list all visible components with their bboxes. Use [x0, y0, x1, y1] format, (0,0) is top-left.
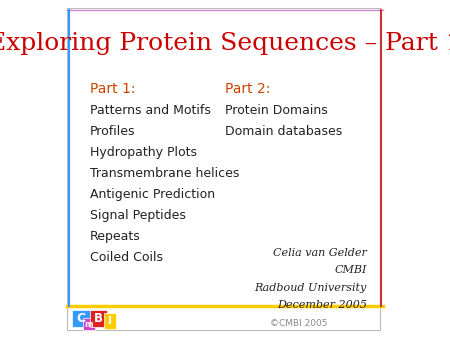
FancyBboxPatch shape: [104, 313, 116, 329]
Text: CMBI: CMBI: [334, 265, 367, 275]
Text: Coiled Coils: Coiled Coils: [90, 251, 162, 264]
Text: Celia van Gelder: Celia van Gelder: [273, 248, 367, 258]
Text: Domain databases: Domain databases: [225, 125, 342, 138]
Text: Signal Peptides: Signal Peptides: [90, 209, 185, 222]
FancyBboxPatch shape: [82, 318, 95, 330]
Text: Profiles: Profiles: [90, 125, 135, 138]
Text: C: C: [76, 312, 86, 325]
Text: Part 1:: Part 1:: [90, 82, 135, 96]
Text: Antigenic Prediction: Antigenic Prediction: [90, 188, 215, 201]
Text: Radboud University: Radboud University: [255, 283, 367, 293]
Text: ©CMBI 2005: ©CMBI 2005: [270, 319, 328, 328]
Text: December 2005: December 2005: [277, 300, 367, 310]
Text: Transmembrane helices: Transmembrane helices: [90, 167, 239, 180]
Text: Hydropathy Plots: Hydropathy Plots: [90, 146, 197, 159]
Text: I: I: [108, 316, 112, 326]
Text: Part 2:: Part 2:: [225, 82, 270, 96]
Text: Exploring Protein Sequences – Part 1: Exploring Protein Sequences – Part 1: [0, 32, 450, 55]
Text: Protein Domains: Protein Domains: [225, 104, 328, 117]
FancyBboxPatch shape: [72, 310, 90, 327]
Text: Patterns and Motifs: Patterns and Motifs: [90, 104, 211, 117]
FancyBboxPatch shape: [90, 311, 107, 327]
Text: Repeats: Repeats: [90, 230, 140, 243]
Text: m: m: [84, 320, 93, 329]
Text: B: B: [94, 312, 103, 325]
